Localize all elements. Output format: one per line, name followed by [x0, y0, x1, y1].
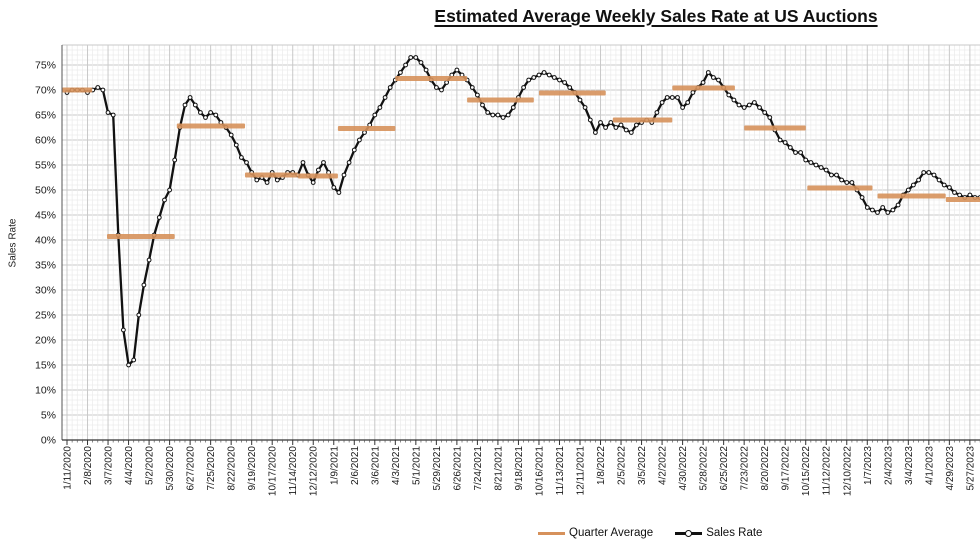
svg-text:9/18/2021: 9/18/2021 [514, 446, 525, 491]
x-axis-labels: 1/11/2020 2/8/2020 3/7/2020 4/4/2020 5/2/202… [63, 446, 977, 496]
svg-text:3/5/2022: 3/5/2022 [637, 446, 648, 485]
svg-text:5%: 5% [41, 410, 56, 422]
svg-text:2/5/2022: 2/5/2022 [617, 446, 628, 485]
svg-text:4/30/2022: 4/30/2022 [678, 446, 689, 491]
svg-text:10%: 10% [35, 385, 56, 397]
svg-text:4/1/2023: 4/1/2023 [924, 446, 935, 485]
gridlines [62, 44, 980, 440]
svg-text:25%: 25% [35, 310, 56, 322]
svg-text:10/16/2021: 10/16/2021 [535, 446, 546, 496]
svg-text:5/27/2023: 5/27/2023 [965, 446, 976, 491]
quarter-average-line-icon [538, 531, 565, 535]
sales-rate-line-marker-icon [675, 529, 703, 537]
svg-text:4/3/2021: 4/3/2021 [391, 446, 402, 485]
svg-text:8/22/2020: 8/22/2020 [227, 446, 238, 491]
svg-text:1/8/2022: 1/8/2022 [596, 446, 607, 485]
svg-text:5/1/2021: 5/1/2021 [411, 446, 422, 485]
svg-text:7/25/2020: 7/25/2020 [206, 446, 217, 491]
svg-text:12/11/2021: 12/11/2021 [576, 446, 587, 496]
chart-legend: Quarter Average Sales Rate [538, 527, 762, 539]
svg-text:35%: 35% [35, 260, 56, 272]
svg-text:60%: 60% [35, 135, 56, 147]
svg-text:3/7/2020: 3/7/2020 [104, 446, 115, 485]
svg-text:12/12/2020: 12/12/2020 [309, 446, 320, 496]
svg-text:5/29/2021: 5/29/2021 [432, 446, 443, 491]
svg-text:55%: 55% [35, 160, 56, 172]
svg-text:2/8/2020: 2/8/2020 [83, 446, 94, 485]
svg-text:11/13/2021: 11/13/2021 [555, 446, 566, 496]
y-axis-labels: 0% 5% 10% 15% 20% 25% 30% 35% 40% 45% 50% 55% 60% 65%… [35, 60, 56, 447]
svg-text:6/26/2021: 6/26/2021 [452, 446, 463, 491]
svg-text:65%: 65% [35, 110, 56, 122]
svg-text:7/24/2021: 7/24/2021 [473, 446, 484, 491]
svg-text:30%: 30% [35, 285, 56, 297]
legend-label-sales-rate: Sales Rate [706, 527, 763, 539]
svg-text:10/17/2020: 10/17/2020 [268, 446, 279, 496]
svg-text:7/23/2022: 7/23/2022 [740, 446, 751, 491]
svg-text:9/19/2020: 9/19/2020 [247, 446, 258, 491]
svg-text:2/6/2021: 2/6/2021 [350, 446, 361, 485]
svg-text:4/29/2023: 4/29/2023 [945, 446, 956, 491]
svg-text:5/30/2020: 5/30/2020 [165, 446, 176, 491]
svg-text:9/17/2022: 9/17/2022 [781, 446, 792, 491]
quarter-average-bars [61, 76, 980, 239]
svg-text:12/10/2022: 12/10/2022 [842, 446, 853, 496]
svg-text:8/20/2022: 8/20/2022 [760, 446, 771, 491]
svg-text:3/6/2021: 3/6/2021 [370, 446, 381, 485]
svg-text:20%: 20% [35, 335, 56, 347]
svg-text:15%: 15% [35, 360, 56, 372]
svg-text:8/21/2021: 8/21/2021 [493, 446, 504, 491]
legend-label-quarter-average: Quarter Average [569, 527, 654, 539]
svg-text:45%: 45% [35, 210, 56, 222]
svg-text:5/28/2022: 5/28/2022 [699, 446, 710, 491]
svg-text:0%: 0% [41, 435, 56, 447]
svg-text:70%: 70% [35, 85, 56, 97]
svg-text:40%: 40% [35, 235, 56, 247]
svg-text:1/9/2021: 1/9/2021 [329, 446, 340, 485]
svg-text:10/15/2022: 10/15/2022 [801, 446, 812, 496]
svg-text:2/4/2023: 2/4/2023 [883, 446, 894, 485]
svg-text:4/4/2020: 4/4/2020 [124, 446, 135, 485]
svg-text:11/14/2020: 11/14/2020 [288, 446, 299, 496]
svg-text:50%: 50% [35, 185, 56, 197]
svg-text:6/27/2020: 6/27/2020 [186, 446, 197, 491]
svg-text:1/7/2023: 1/7/2023 [863, 446, 874, 485]
legend-item-sales-rate: Sales Rate [675, 527, 762, 539]
svg-text:3/4/2023: 3/4/2023 [904, 446, 915, 485]
svg-text:1/11/2020: 1/11/2020 [63, 446, 74, 490]
svg-text:75%: 75% [35, 60, 56, 72]
axes [61, 45, 980, 445]
svg-text:11/12/2022: 11/12/2022 [822, 446, 833, 496]
svg-text:6/25/2022: 6/25/2022 [719, 446, 730, 491]
svg-text:5/2/2020: 5/2/2020 [145, 446, 156, 485]
svg-text:4/2/2022: 4/2/2022 [658, 446, 669, 485]
chart-title: Estimated Average Weekly Sales Rate at U… [434, 6, 878, 26]
legend-item-quarter-average: Quarter Average [538, 527, 653, 539]
